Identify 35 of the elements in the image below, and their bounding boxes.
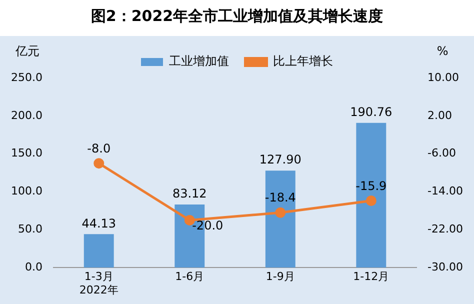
x-tick-label: 1-12月 (353, 270, 390, 284)
bar (84, 234, 114, 268)
y2-tick-label: -30.00 (428, 260, 464, 274)
y2-tick-label: -22.00 (428, 222, 464, 236)
data-label: 83.12 (172, 186, 207, 201)
data-label: 127.90 (259, 152, 302, 167)
data-label: -20.0 (192, 218, 224, 232)
x-tick-label: 1-6月 (175, 270, 204, 284)
x-tick-label: 1-3月 2022年 (79, 270, 118, 296)
y-axis-title: 亿元 (14, 44, 40, 58)
y2-tick-label: 10.00 (428, 70, 460, 84)
y2-axis-title: % (436, 44, 448, 58)
point (366, 196, 376, 206)
data-label: -15.9 (356, 178, 387, 193)
y-tick-label: 150.0 (10, 146, 42, 160)
bar (356, 122, 386, 268)
data-label: 44.13 (82, 216, 116, 230)
legend-label: 工业增加值 (169, 54, 229, 68)
x-tick-label: 1-9月 (266, 270, 295, 284)
y-tick-label: 100.0 (10, 184, 42, 198)
point (275, 207, 286, 218)
y2-tick-label: -6.00 (428, 146, 456, 160)
data-label: -8.0 (87, 141, 111, 156)
y2-tick-label: 2.00 (428, 108, 452, 122)
y-tick-label: 200.0 (10, 108, 42, 122)
y-tick-label: 250.0 (10, 70, 42, 84)
legend-label: 比上年增长 (273, 54, 333, 68)
data-label: 190.76 (350, 105, 392, 120)
y-tick-label: 0.0 (24, 260, 42, 274)
point (94, 158, 104, 169)
y-tick-label: 50.0 (18, 222, 42, 236)
bar (265, 170, 296, 268)
y2-tick-label: -14.00 (428, 184, 464, 198)
chart-title: 图2：2022年全市工业增加值及其增长速度 (90, 6, 384, 25)
data-label: -18.4 (264, 190, 296, 205)
